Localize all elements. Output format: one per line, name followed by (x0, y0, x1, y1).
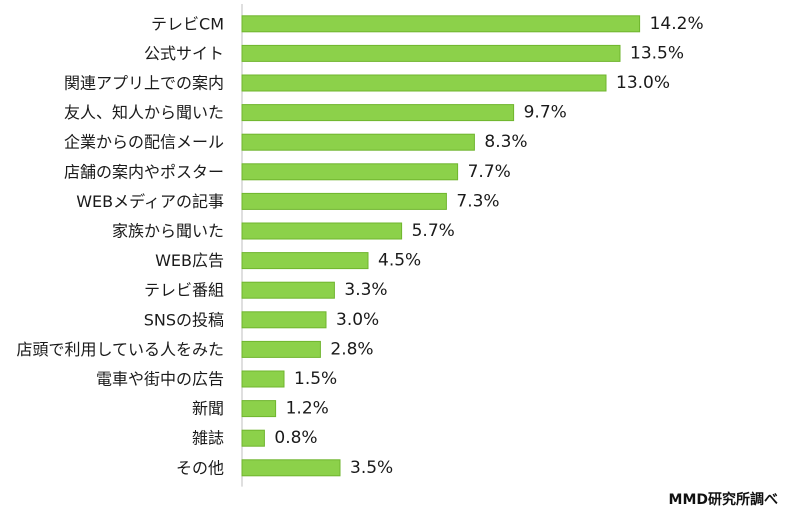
category-label: 店舗の案内やポスター (64, 162, 224, 181)
category-label: 新聞 (192, 399, 224, 418)
bar (241, 459, 341, 477)
category-label: 関連アプリ上での案内 (64, 74, 224, 93)
bar (241, 429, 265, 447)
bar (241, 44, 621, 62)
value-label: 3.3% (344, 280, 387, 300)
category-label: 電車や街中の広告 (96, 370, 224, 389)
bar (241, 222, 403, 240)
category-label: テレビ番組 (144, 281, 224, 300)
bar (241, 340, 321, 358)
category-label: SNSの投稿 (144, 310, 224, 329)
bar (241, 192, 447, 210)
value-label: 1.2% (286, 399, 329, 419)
bar (241, 252, 369, 270)
bar (241, 15, 641, 33)
category-label: 企業からの配信メール (64, 133, 224, 152)
value-label: 5.7% (412, 221, 455, 241)
value-label: 8.3% (484, 132, 527, 152)
value-label: 0.8% (274, 428, 317, 448)
value-label: 7.7% (468, 162, 511, 182)
category-label: 家族から聞いた (112, 222, 224, 241)
category-label: テレビCM (151, 14, 224, 33)
category-label: 公式サイト (144, 44, 224, 63)
value-label: 7.3% (456, 191, 499, 211)
category-label: 店頭で利用している人をみた (16, 340, 224, 359)
value-label: 13.5% (630, 43, 684, 63)
bar (241, 104, 515, 122)
bar (241, 400, 277, 418)
value-label: 2.8% (330, 339, 373, 359)
value-label: 3.0% (336, 310, 379, 330)
value-label: 3.5% (350, 458, 393, 478)
bar (241, 311, 327, 329)
bar (241, 133, 475, 151)
bar (241, 281, 335, 299)
value-label: 4.5% (378, 251, 421, 271)
source-note: MMD研究所調べ (668, 492, 778, 508)
value-label: 9.7% (524, 103, 567, 123)
bar (241, 74, 607, 92)
value-label: 1.5% (294, 369, 337, 389)
bar (241, 370, 285, 388)
value-label: 13.0% (616, 73, 670, 93)
category-label: WEB広告 (155, 251, 224, 270)
category-label: 友人、知人から聞いた (64, 103, 224, 122)
category-label: その他 (176, 458, 224, 477)
bar (241, 163, 459, 181)
category-label: 雑誌 (192, 429, 224, 448)
category-label: WEBメディアの記事 (76, 192, 224, 211)
value-label: 14.2% (650, 14, 704, 34)
